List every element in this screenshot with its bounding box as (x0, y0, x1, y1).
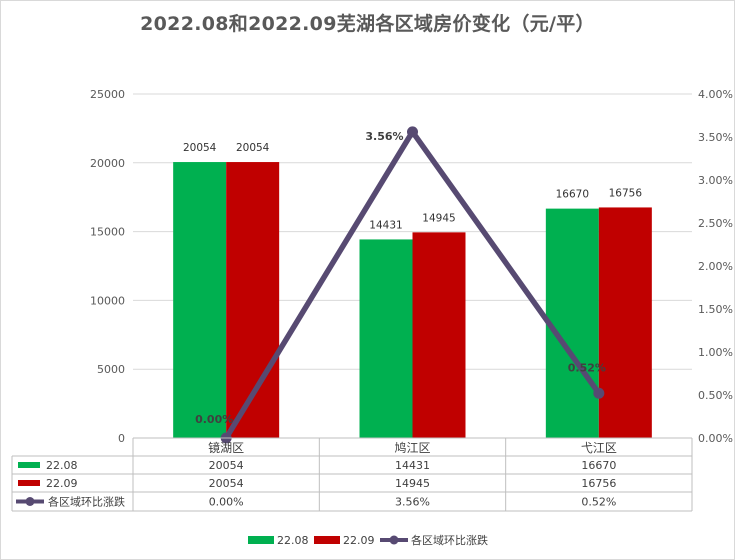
y-left-tick-label: 20000 (90, 157, 125, 170)
bar (359, 239, 413, 438)
bar-data-label: 16670 (556, 189, 589, 201)
bar-data-label: 20054 (236, 142, 270, 154)
y-right-tick-label: 3.00% (698, 174, 733, 187)
bar (545, 208, 599, 438)
table-series-name: 22.08 (46, 459, 78, 472)
line-data-label: 0.52% (568, 361, 606, 374)
table-cell: 20054 (209, 477, 244, 490)
table-cell: 0.52% (581, 496, 616, 509)
bar-data-label: 14431 (369, 219, 402, 231)
table-cell: 14945 (395, 477, 430, 490)
table-cell: 16756 (581, 477, 616, 490)
line-point (407, 126, 418, 138)
bar-data-label: 20054 (183, 142, 217, 154)
y-left-tick-label: 5000 (97, 363, 125, 376)
bar (412, 232, 466, 438)
y-right-tick-label: 1.00% (698, 346, 733, 359)
table-legend-key (18, 462, 40, 468)
bar (173, 162, 227, 439)
table-series-name: 22.09 (46, 477, 78, 490)
bar-data-label: 16756 (609, 187, 643, 199)
y-right-tick-label: 0.00% (698, 432, 733, 445)
y-right-tick-label: 3.50% (698, 131, 733, 144)
y-right-tick-label: 0.50% (698, 389, 733, 402)
legend-key (248, 536, 274, 544)
y-right-tick-label: 4.00% (698, 88, 733, 101)
line-data-label: 0.00% (195, 413, 233, 426)
y-left-tick-label: 15000 (90, 226, 125, 239)
y-left-tick-label: 0 (118, 432, 125, 445)
table-cell: 3.56% (395, 496, 430, 509)
bar (598, 207, 652, 438)
y-right-tick-label: 2.50% (698, 217, 733, 230)
bar-data-label: 14945 (422, 212, 455, 224)
legend-label: 22.09 (343, 534, 375, 547)
legend-key (389, 535, 399, 545)
chart-title: 2022.08和2022.09芜湖各区域房价变化（元/平） (140, 13, 595, 35)
line-data-label: 3.56% (365, 130, 403, 143)
legend-key (314, 536, 340, 544)
y-left-tick-label: 10000 (90, 294, 125, 307)
line-point (593, 387, 605, 399)
legend-label: 各区域环比涨跌 (411, 533, 488, 547)
table-legend-key (25, 497, 35, 506)
x-category-label: 镜湖区 (208, 440, 244, 455)
x-category-label: 弋江区 (581, 441, 617, 455)
table-series-name: 各区域环比涨跌 (48, 495, 125, 509)
x-category-label: 鸠江区 (394, 441, 430, 455)
legend-label: 22.08 (277, 534, 309, 547)
table-cell: 0.00% (209, 496, 244, 509)
y-right-tick-label: 2.00% (698, 260, 733, 273)
y-left-tick-label: 25000 (90, 88, 125, 101)
table-cell: 14431 (395, 459, 430, 472)
y-right-tick-label: 1.50% (698, 303, 733, 316)
table-cell: 16670 (581, 459, 616, 472)
table-cell: 20054 (209, 459, 244, 472)
table-legend-key (18, 480, 40, 486)
